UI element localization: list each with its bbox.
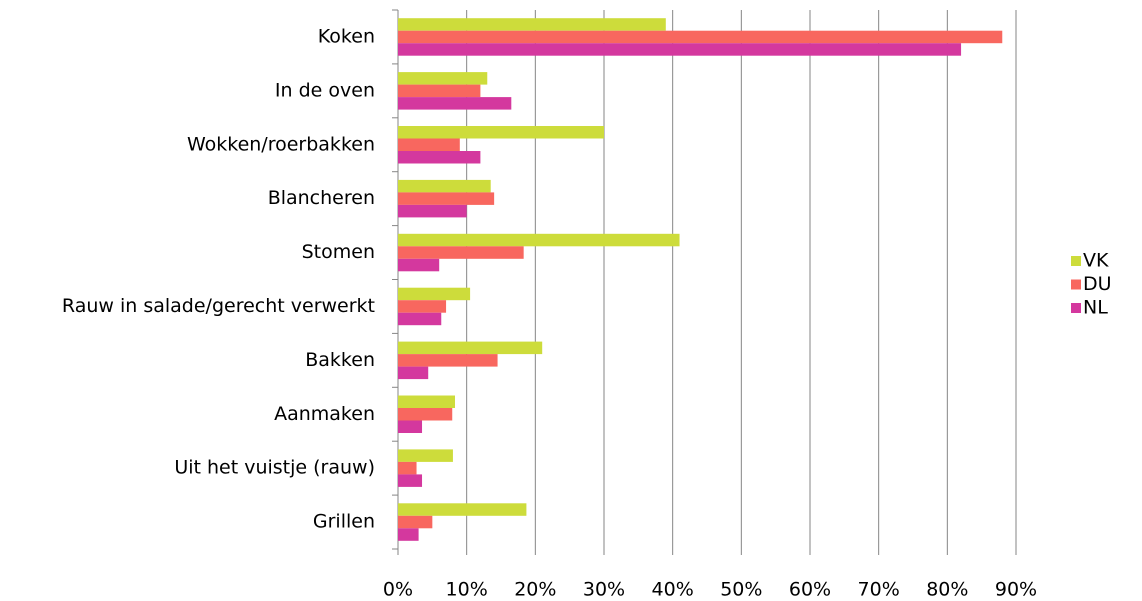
bar [398,192,495,205]
legend-label: NL [1083,297,1108,319]
bar [398,246,524,259]
y-tick-label: Uit het vuistje (rauw) [174,457,375,479]
bar [398,420,423,433]
legend-label: VK [1083,250,1109,272]
x-tick-label: 60% [789,579,831,601]
x-tick-label: 20% [514,579,556,601]
bar [398,300,447,313]
x-tick-label: 40% [652,579,694,601]
y-tick-label: Bakken [305,349,375,371]
bar [398,341,543,355]
bar [398,515,433,529]
bar [398,30,1003,44]
y-tick-label: Blancheren [268,187,375,209]
legend-swatch [1071,256,1081,266]
x-tick-label: 90% [995,579,1037,601]
bar [398,395,455,408]
y-tick-label: Grillen [313,511,375,533]
x-tick-label: 80% [926,579,968,601]
y-tick-label: Stomen [302,241,375,263]
bar [398,126,604,139]
x-tick-label: 50% [720,579,762,601]
bar [398,72,488,85]
bar [398,461,417,475]
bar [398,366,429,380]
x-tick-label: 10% [446,579,488,601]
legend-swatch [1071,279,1081,290]
bar [398,503,527,516]
bar [398,43,962,56]
x-tick-label: 0% [383,579,413,601]
bar [398,138,460,151]
bar [398,312,442,326]
bar [398,233,680,247]
bar [398,204,467,218]
y-tick-label: Wokken/roerbakken [187,133,375,155]
legend-swatch [1071,303,1081,313]
legend-label: DU [1083,273,1112,295]
y-tick-label: Rauw in salade/gerecht verwerkt [62,295,375,317]
bar [398,354,498,367]
y-tick-label: Koken [318,25,375,47]
bar [398,408,453,421]
bar [398,449,453,462]
bar [398,84,481,98]
bar [398,18,666,31]
bar [398,151,481,164]
bar [398,528,419,541]
bar [398,287,471,301]
bar [398,474,423,487]
x-tick-label: 30% [583,579,625,601]
bar [398,97,512,110]
y-tick-label: In de oven [275,79,375,101]
x-tick-label: 70% [858,579,900,601]
bar [398,258,440,272]
y-tick-label: Aanmaken [274,403,375,425]
bar [398,179,491,193]
